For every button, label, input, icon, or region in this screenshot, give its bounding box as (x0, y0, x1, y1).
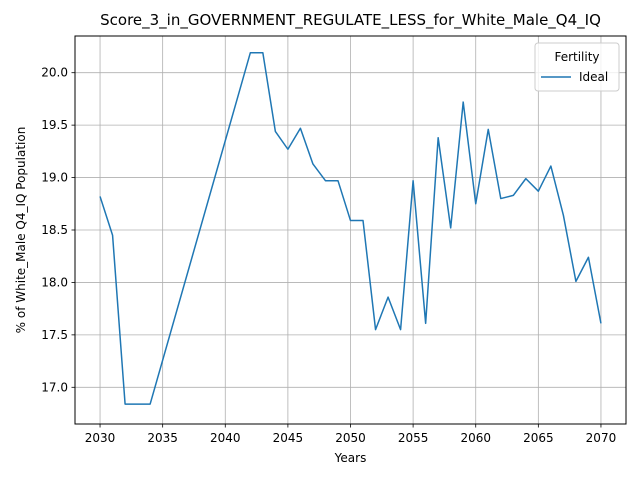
x-tick-label: 2040 (210, 431, 241, 445)
y-tick-label: 19.0 (41, 171, 68, 185)
chart-title: Score_3_in_GOVERNMENT_REGULATE_LESS_for_… (100, 11, 601, 30)
y-axis: 17.0 17.5 18.0 18.5 19.0 19.5 20.0 (41, 66, 75, 394)
y-tick-label: 18.5 (41, 223, 68, 237)
x-tick-label: 2070 (586, 431, 617, 445)
x-tick-label: 2035 (147, 431, 178, 445)
y-tick-label: 18.0 (41, 275, 68, 289)
x-tick-label: 2055 (398, 431, 429, 445)
x-tick-label: 2060 (460, 431, 491, 445)
y-tick-label: 17.0 (41, 380, 68, 394)
x-tick-label: 2030 (85, 431, 116, 445)
x-tick-label: 2045 (273, 431, 304, 445)
grid-lines (75, 36, 626, 424)
legend-label: Ideal (579, 70, 608, 84)
x-axis-label: Years (334, 451, 367, 465)
series-line-ideal (99, 52, 602, 405)
x-tick-label: 2050 (335, 431, 366, 445)
y-tick-label: 20.0 (41, 66, 68, 80)
y-tick-label: 19.5 (41, 118, 68, 132)
y-axis-label: % of White_Male Q4_IQ Population (14, 127, 28, 334)
legend-title: Fertility (554, 50, 599, 64)
legend: Fertility Ideal (534, 42, 620, 92)
x-tick-label: 2065 (523, 431, 554, 445)
series-group (99, 52, 602, 405)
x-axis: 2030 2035 2040 2045 2050 2055 2060 2065 2070 (85, 424, 616, 445)
legend-box (534, 42, 620, 92)
y-tick-label: 17.5 (41, 328, 68, 342)
